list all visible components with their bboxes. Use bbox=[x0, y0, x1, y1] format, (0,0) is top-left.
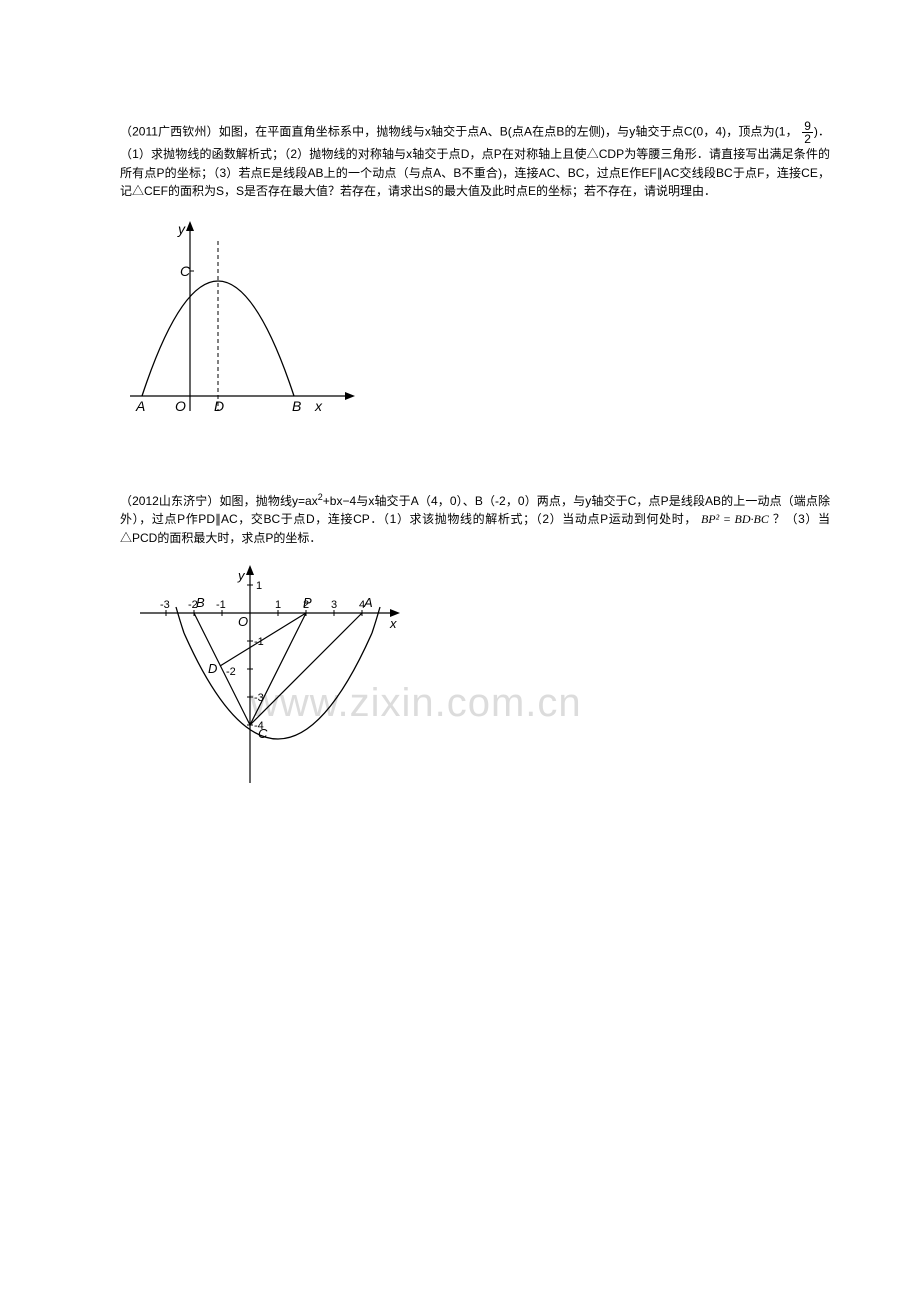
xtick: 1 bbox=[275, 599, 281, 611]
problem-1: （2011广西钦州）如图，在平面直角坐标系中，抛物线与x轴交于点A、B(点A在点… bbox=[120, 120, 830, 441]
label-P: P bbox=[303, 595, 312, 610]
problem-1-part1: （2011广西钦州）如图，在平面直角坐标系中，抛物线与x轴交于点A、B(点A在点… bbox=[120, 125, 798, 139]
xtick: 3 bbox=[331, 599, 337, 611]
label-B: B bbox=[292, 398, 301, 414]
label-x: x bbox=[389, 616, 397, 631]
ytick: -2 bbox=[226, 666, 236, 678]
problem-2-text: （2012山东济宁）如图，抛物线y=ax2+bx−4与x轴交于A（4，0）、B（… bbox=[120, 491, 830, 548]
label-C: C bbox=[180, 263, 191, 279]
label-O: O bbox=[238, 614, 248, 629]
label-C: C bbox=[258, 726, 268, 741]
problem-1-text: （2011广西钦州）如图，在平面直角坐标系中，抛物线与x轴交于点A、B(点A在点… bbox=[120, 120, 830, 201]
problem-1-figure: y C A O D B x bbox=[120, 216, 830, 441]
label-D: D bbox=[214, 398, 224, 414]
problem-2: （2012山东济宁）如图，抛物线y=ax2+bx−4与x轴交于A（4，0）、B（… bbox=[120, 491, 830, 798]
label-A: A bbox=[363, 595, 373, 610]
label-A: A bbox=[135, 398, 145, 414]
problem-2-figure: -3 -2 -1 1 2 3 4 1 -1 -3 -4 bbox=[120, 563, 830, 798]
label-y: y bbox=[177, 221, 186, 237]
ytick: -3 bbox=[254, 692, 264, 704]
equation-bp2: BP² = BD·BC bbox=[701, 512, 769, 526]
fraction-9-2: 9 2 bbox=[802, 120, 813, 145]
ytick: 1 bbox=[256, 580, 262, 592]
xtick: -3 bbox=[160, 599, 170, 611]
fraction-den: 2 bbox=[802, 133, 813, 145]
label-y: y bbox=[237, 568, 246, 583]
label-B: B bbox=[196, 595, 205, 610]
xtick: -1 bbox=[216, 599, 226, 611]
label-x: x bbox=[314, 398, 323, 414]
label-D: D bbox=[208, 661, 217, 676]
label-O: O bbox=[175, 398, 186, 414]
problem-2-part1: （2012山东济宁）如图，抛物线y=ax bbox=[120, 494, 318, 508]
